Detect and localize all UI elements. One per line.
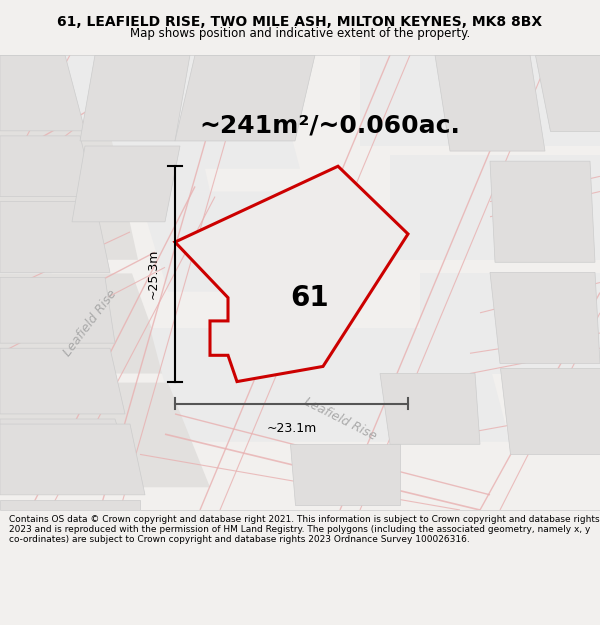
Polygon shape: [138, 191, 330, 292]
Polygon shape: [0, 348, 125, 414]
Polygon shape: [290, 444, 400, 505]
Polygon shape: [380, 374, 480, 444]
Polygon shape: [535, 55, 600, 131]
Polygon shape: [175, 166, 408, 382]
Polygon shape: [0, 500, 140, 510]
Polygon shape: [490, 161, 595, 262]
Polygon shape: [360, 55, 600, 146]
Polygon shape: [175, 55, 315, 141]
Text: Map shows position and indicative extent of the property.: Map shows position and indicative extent…: [130, 27, 470, 39]
Polygon shape: [108, 55, 300, 169]
Polygon shape: [150, 328, 510, 442]
Polygon shape: [80, 55, 190, 141]
Polygon shape: [435, 55, 545, 151]
Text: 61: 61: [290, 284, 329, 312]
Text: ~25.3m: ~25.3m: [147, 249, 160, 299]
Text: Contains OS data © Crown copyright and database right 2021. This information is : Contains OS data © Crown copyright and d…: [9, 514, 599, 544]
Text: 61, LEAFIELD RISE, TWO MILE ASH, MILTON KEYNES, MK8 8BX: 61, LEAFIELD RISE, TWO MILE ASH, MILTON …: [58, 16, 542, 29]
Polygon shape: [0, 382, 210, 488]
Text: Leafield Rise: Leafield Rise: [302, 395, 379, 443]
Polygon shape: [0, 273, 168, 374]
Polygon shape: [0, 123, 138, 260]
Polygon shape: [0, 202, 110, 272]
Polygon shape: [0, 191, 60, 305]
Polygon shape: [500, 369, 600, 454]
Polygon shape: [0, 424, 145, 495]
Polygon shape: [420, 273, 600, 374]
Polygon shape: [390, 155, 600, 260]
Text: ~241m²/~0.060ac.: ~241m²/~0.060ac.: [200, 114, 460, 138]
Text: Leafield Rise: Leafield Rise: [61, 287, 119, 359]
Text: ~23.1m: ~23.1m: [266, 422, 317, 435]
Polygon shape: [0, 55, 210, 191]
Polygon shape: [72, 146, 180, 222]
Polygon shape: [0, 278, 115, 343]
Polygon shape: [0, 136, 95, 196]
Polygon shape: [0, 419, 135, 485]
Polygon shape: [490, 272, 600, 363]
Polygon shape: [0, 55, 85, 131]
